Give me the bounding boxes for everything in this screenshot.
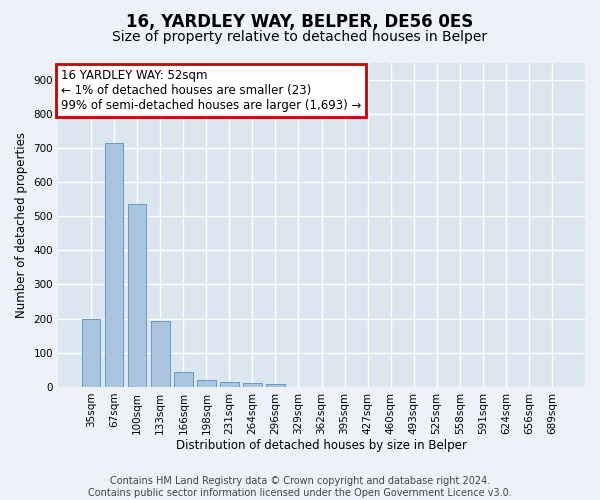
Text: Contains HM Land Registry data © Crown copyright and database right 2024.
Contai: Contains HM Land Registry data © Crown c… xyxy=(88,476,512,498)
Text: 16 YARDLEY WAY: 52sqm
← 1% of detached houses are smaller (23)
99% of semi-detac: 16 YARDLEY WAY: 52sqm ← 1% of detached h… xyxy=(61,69,361,112)
Bar xyxy=(151,321,170,387)
Bar xyxy=(82,318,100,387)
Text: Size of property relative to detached houses in Belper: Size of property relative to detached ho… xyxy=(112,30,488,44)
Y-axis label: Number of detached properties: Number of detached properties xyxy=(15,132,28,318)
Bar xyxy=(197,380,215,387)
Bar xyxy=(128,204,146,387)
Bar xyxy=(174,372,193,387)
Bar xyxy=(266,384,284,387)
X-axis label: Distribution of detached houses by size in Belper: Distribution of detached houses by size … xyxy=(176,440,467,452)
Bar xyxy=(105,143,124,387)
Bar xyxy=(243,383,262,387)
Text: 16, YARDLEY WAY, BELPER, DE56 0ES: 16, YARDLEY WAY, BELPER, DE56 0ES xyxy=(127,12,473,30)
Bar xyxy=(220,382,239,387)
